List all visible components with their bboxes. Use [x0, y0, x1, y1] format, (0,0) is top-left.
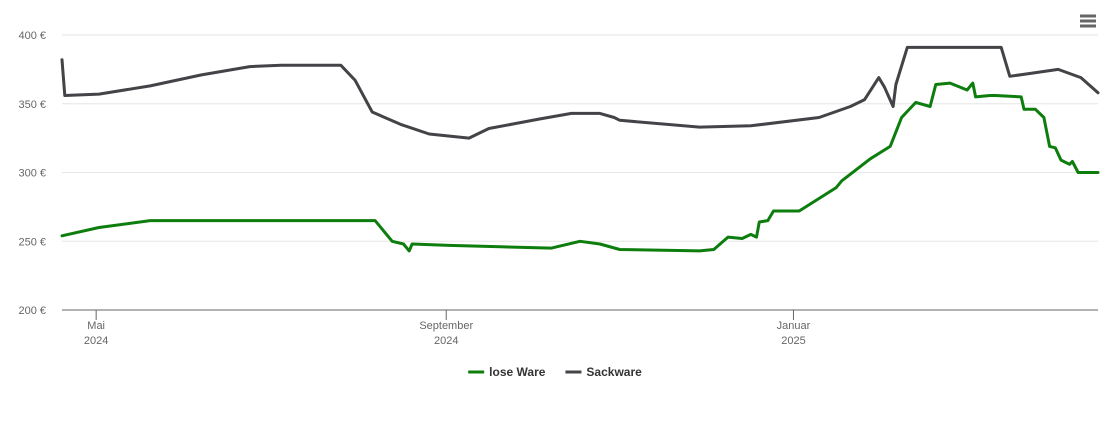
series-line — [60, 81, 1100, 253]
x-tick-label: 2024 — [84, 335, 108, 347]
y-tick-label: 200 € — [18, 305, 46, 317]
y-tick-label: 350 € — [18, 99, 46, 111]
legend-text: lose Ware — [489, 365, 546, 379]
series-line — [60, 45, 1100, 140]
y-tick-label: 300 € — [18, 168, 46, 180]
legend-text: Sackware — [586, 365, 642, 379]
menu-button[interactable] — [1076, 10, 1100, 32]
legend-item: lose Ware — [468, 365, 546, 379]
y-tick-label: 250 € — [18, 236, 46, 248]
legend-item: Sackware — [565, 365, 642, 379]
x-tick-label: 2025 — [781, 335, 805, 347]
x-tick-label: September — [419, 320, 473, 332]
x-tick-label: Mai — [87, 320, 105, 332]
x-tick-label: 2024 — [434, 335, 458, 347]
legend: lose Ware Sackware — [468, 365, 642, 379]
y-tick-label: 400 € — [18, 30, 46, 42]
x-tick-label: Januar — [777, 320, 811, 332]
